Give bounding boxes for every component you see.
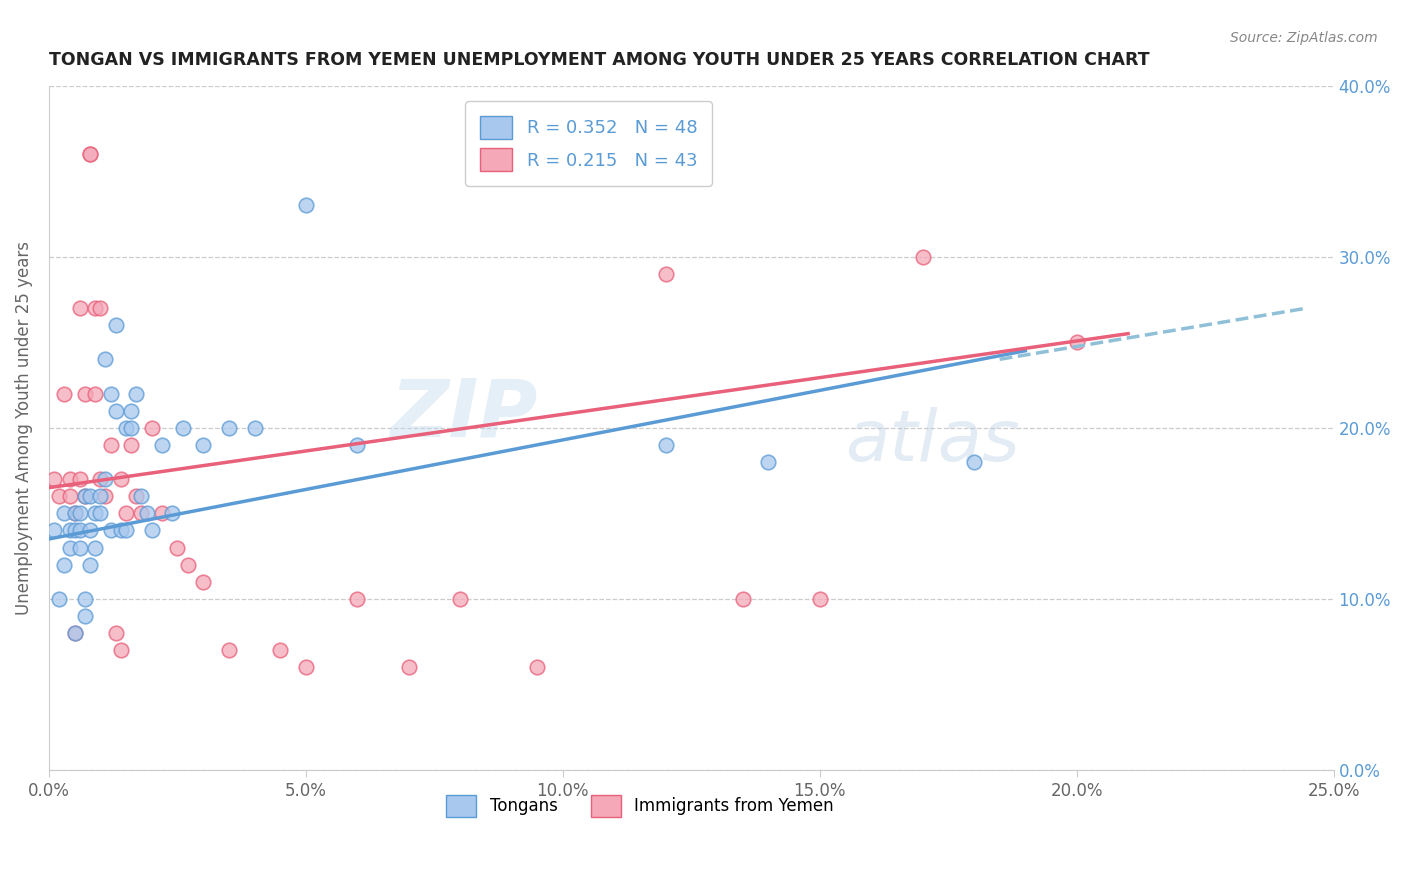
Point <box>104 403 127 417</box>
Point <box>654 267 676 281</box>
Point <box>120 403 142 417</box>
Point <box>110 643 132 657</box>
Y-axis label: Unemployment Among Youth under 25 years: Unemployment Among Youth under 25 years <box>15 241 32 615</box>
Point <box>73 489 96 503</box>
Point <box>53 386 76 401</box>
Point <box>69 301 91 315</box>
Point <box>79 489 101 503</box>
Point <box>69 524 91 538</box>
Point <box>58 489 80 503</box>
Point <box>131 506 153 520</box>
Point <box>141 421 163 435</box>
Point <box>911 250 934 264</box>
Point <box>218 421 240 435</box>
Point <box>73 591 96 606</box>
Point <box>73 386 96 401</box>
Point <box>177 558 200 572</box>
Point <box>346 438 368 452</box>
Point <box>84 386 107 401</box>
Point <box>73 489 96 503</box>
Point <box>243 421 266 435</box>
Text: ZIP: ZIP <box>389 375 537 453</box>
Point <box>69 541 91 555</box>
Point <box>526 660 548 674</box>
Point <box>89 489 111 503</box>
Point <box>449 591 471 606</box>
Point <box>69 506 91 520</box>
Point <box>125 489 148 503</box>
Point <box>104 626 127 640</box>
Point <box>125 386 148 401</box>
Point <box>73 609 96 624</box>
Point <box>1066 335 1088 350</box>
Point <box>58 524 80 538</box>
Point <box>42 472 65 486</box>
Point <box>166 541 188 555</box>
Point <box>79 147 101 161</box>
Point <box>135 506 157 520</box>
Point <box>269 643 291 657</box>
Point <box>120 421 142 435</box>
Point <box>141 524 163 538</box>
Point <box>79 524 101 538</box>
Point <box>218 643 240 657</box>
Point <box>115 421 138 435</box>
Point <box>172 421 194 435</box>
Point <box>79 558 101 572</box>
Point <box>295 660 318 674</box>
Point <box>84 506 107 520</box>
Point <box>808 591 831 606</box>
Point <box>162 506 184 520</box>
Point <box>84 541 107 555</box>
Point <box>58 541 80 555</box>
Legend: Tongans, Immigrants from Yemen: Tongans, Immigrants from Yemen <box>440 789 841 823</box>
Point <box>346 591 368 606</box>
Point <box>100 524 122 538</box>
Point <box>79 147 101 161</box>
Point <box>58 472 80 486</box>
Point <box>63 626 86 640</box>
Point <box>63 506 86 520</box>
Point <box>89 301 111 315</box>
Point <box>42 524 65 538</box>
Point <box>94 352 117 367</box>
Point <box>53 506 76 520</box>
Point <box>191 574 214 589</box>
Point <box>89 472 111 486</box>
Text: Source: ZipAtlas.com: Source: ZipAtlas.com <box>1230 31 1378 45</box>
Point <box>963 455 986 469</box>
Point <box>731 591 754 606</box>
Point <box>63 506 86 520</box>
Point <box>53 558 76 572</box>
Point <box>48 591 70 606</box>
Point <box>150 506 173 520</box>
Point <box>100 438 122 452</box>
Point <box>110 472 132 486</box>
Point <box>191 438 214 452</box>
Point <box>398 660 420 674</box>
Text: atlas: atlas <box>845 407 1021 476</box>
Point <box>100 386 122 401</box>
Point <box>69 472 91 486</box>
Point <box>115 524 138 538</box>
Point <box>104 318 127 332</box>
Point <box>63 524 86 538</box>
Point <box>295 198 318 212</box>
Text: TONGAN VS IMMIGRANTS FROM YEMEN UNEMPLOYMENT AMONG YOUTH UNDER 25 YEARS CORRELAT: TONGAN VS IMMIGRANTS FROM YEMEN UNEMPLOY… <box>49 51 1150 69</box>
Point <box>115 506 138 520</box>
Point <box>84 301 107 315</box>
Point <box>120 438 142 452</box>
Point <box>89 506 111 520</box>
Point <box>150 438 173 452</box>
Point <box>94 472 117 486</box>
Point <box>758 455 780 469</box>
Point <box>654 438 676 452</box>
Point <box>110 524 132 538</box>
Point <box>94 489 117 503</box>
Point <box>63 626 86 640</box>
Point <box>131 489 153 503</box>
Point <box>48 489 70 503</box>
